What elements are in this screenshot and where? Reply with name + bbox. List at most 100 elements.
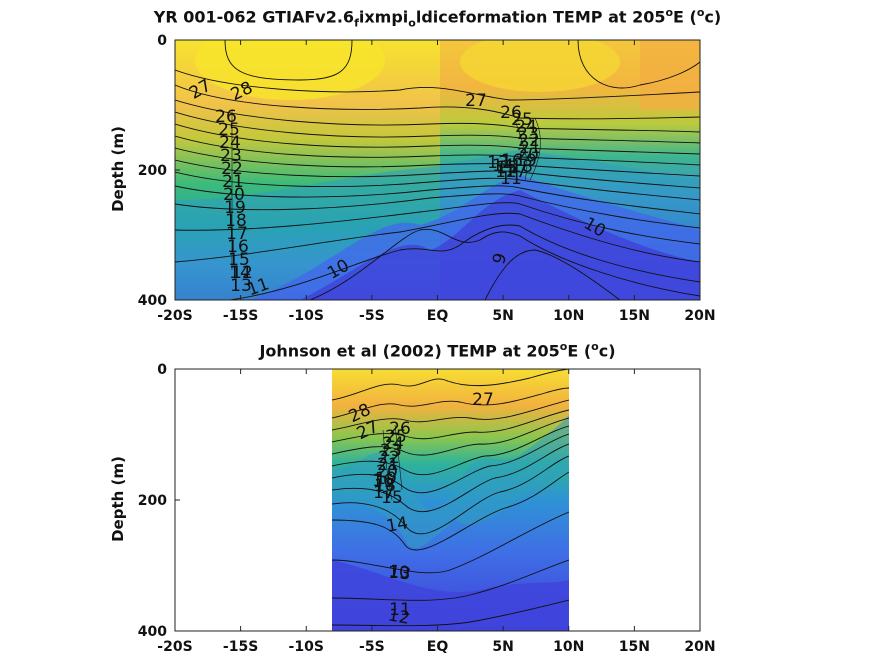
top-contour-lines xyxy=(175,40,700,300)
contour-label: 18 xyxy=(374,476,396,496)
contour-label: 13 xyxy=(230,276,252,296)
contour-label: 16 xyxy=(501,151,523,171)
y-tick-label: 0 xyxy=(157,33,167,49)
x-tick-label: -5S xyxy=(359,308,385,324)
contour-label: 24 xyxy=(382,434,404,454)
contour-label: 26 xyxy=(500,103,522,123)
x-tick-label: 10N xyxy=(553,308,584,324)
contour-line xyxy=(332,471,569,551)
bottom-title-part1: Johnson et al (2002) TEMP at 205 xyxy=(259,341,560,361)
bottom-deep-blue xyxy=(332,560,569,631)
contour-label: 14 xyxy=(492,156,514,176)
contour-line xyxy=(332,433,569,494)
y-tick-label: 400 xyxy=(138,293,167,309)
contour-label: 20 xyxy=(223,185,245,205)
contour-line xyxy=(577,40,700,89)
y-tick-label: 400 xyxy=(138,624,167,640)
y-tick-label: 200 xyxy=(138,163,167,179)
contour-label: 26 xyxy=(389,419,411,439)
contour-label: 15 xyxy=(381,488,403,508)
contour-line xyxy=(309,228,700,300)
contour-line xyxy=(175,171,700,201)
contour-label: 15 xyxy=(228,250,250,270)
top-x-axis: -20S -15S -10S -5S EQ 5N 10N 15N 20N xyxy=(157,40,716,324)
x-tick-label: 5N xyxy=(492,639,513,655)
x-tick-label: -15S xyxy=(223,639,258,655)
top-title-unit-sup: o xyxy=(696,6,705,19)
contour-line xyxy=(175,111,700,144)
x-tick-label: -20S xyxy=(157,639,192,655)
contour-line xyxy=(175,99,700,133)
contour-label: 17 xyxy=(505,162,527,182)
x-tick-label: EQ xyxy=(427,308,449,324)
top-title-part3: ldiceformation TEMP at 205 xyxy=(415,7,666,27)
contour-label: 11 xyxy=(500,169,522,189)
contour-label: 10 xyxy=(388,563,410,583)
bottom-title-unit-pre: E ( xyxy=(567,341,592,361)
contour-label: 25 xyxy=(218,120,240,140)
bottom-chart-title: Johnson et al (2002) TEMP at 205oE (oc) xyxy=(0,340,875,360)
contour-line xyxy=(175,84,700,120)
contour-label: 12 xyxy=(386,605,411,628)
contour-label: 24 xyxy=(219,133,241,153)
bottom-title-sup: o xyxy=(559,340,568,353)
contour-line xyxy=(332,399,569,431)
contour-label: 13 xyxy=(487,153,509,173)
contour-label: 18 xyxy=(225,211,247,231)
contour-label: 19 xyxy=(375,469,397,489)
contour-label: 22 xyxy=(518,131,540,151)
contour-line xyxy=(175,193,700,229)
contour-line xyxy=(332,511,569,574)
contour-label: 20 xyxy=(376,462,398,482)
contour-line xyxy=(224,40,353,81)
contour-line xyxy=(394,424,403,491)
contour-label: 12 xyxy=(231,263,253,283)
top-title-part2: ixmpi xyxy=(358,7,409,27)
top-teal-band xyxy=(175,150,700,300)
contour-label: 27 xyxy=(465,91,487,111)
contour-label: 21 xyxy=(519,138,541,158)
contour-line xyxy=(332,455,569,535)
contour-label: 16 xyxy=(372,471,394,491)
top-title-sub1: f xyxy=(354,16,359,30)
bottom-contour-lines xyxy=(332,369,569,627)
contour-line xyxy=(175,135,700,166)
contour-line xyxy=(175,69,700,101)
contour-line xyxy=(529,117,541,181)
contour-line xyxy=(332,417,569,456)
x-tick-label: EQ xyxy=(427,639,449,655)
contour-line xyxy=(332,387,569,419)
contour-label: 9 xyxy=(489,251,511,267)
contour-line xyxy=(175,123,700,155)
contour-label: 22 xyxy=(378,448,400,468)
x-tick-label: 10N xyxy=(553,639,584,655)
top-y-axis: 0 200 400 xyxy=(138,33,180,309)
contour-line xyxy=(175,202,700,245)
bottom-field xyxy=(332,369,569,631)
contour-line xyxy=(175,147,700,177)
bottom-x-axis: -20S -15S -10S -5S EQ 5N 10N 15N 20N xyxy=(157,369,716,655)
contour-label: 24 xyxy=(515,117,537,137)
contour-label: 11 xyxy=(389,600,411,620)
contour-label: 23 xyxy=(380,441,402,461)
x-tick-label: 15N xyxy=(619,308,650,324)
top-title-sub2: o xyxy=(408,16,416,30)
x-tick-label: -10S xyxy=(289,308,324,324)
contour-label: 25 xyxy=(511,110,533,130)
contour-label: 20 xyxy=(517,145,539,165)
contour-line xyxy=(382,429,393,501)
contour-line xyxy=(514,119,528,181)
contour-line xyxy=(332,443,569,513)
contour-label: 25 xyxy=(385,427,407,447)
contour-line xyxy=(332,425,569,476)
contour-label: 19 xyxy=(224,198,246,218)
contour-line xyxy=(484,249,621,300)
contour-line xyxy=(332,599,569,627)
contour-line xyxy=(175,212,700,263)
top-title-unit-pre: E ( xyxy=(673,7,697,27)
contour-label: 19 xyxy=(515,151,537,171)
contour-label: 22 xyxy=(221,159,243,179)
